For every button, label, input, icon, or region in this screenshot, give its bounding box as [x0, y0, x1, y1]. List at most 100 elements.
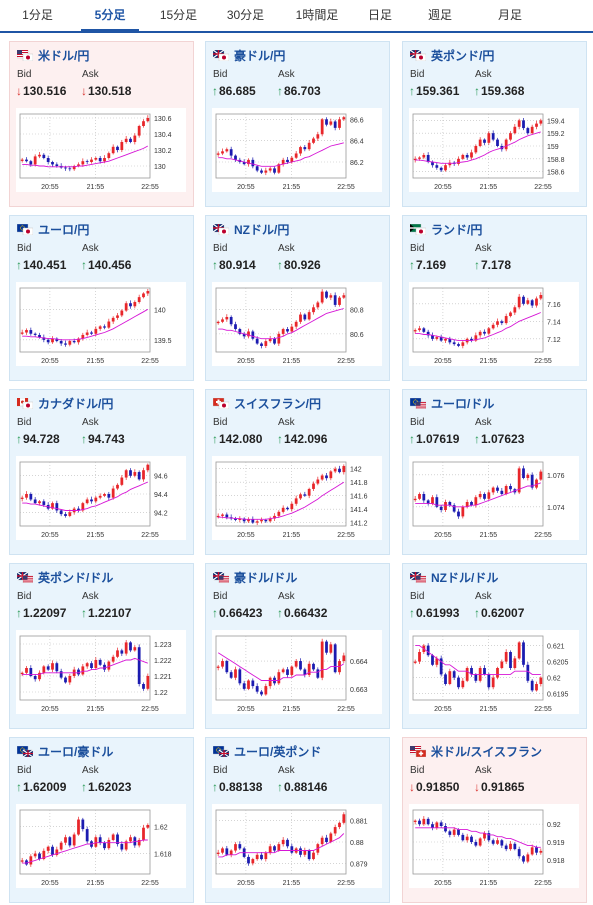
pair-name[interactable]: NZドル/円: [234, 223, 290, 237]
moving-average-line: [22, 839, 148, 864]
candle: [470, 149, 473, 160]
plot-area: [19, 809, 151, 875]
pair-name[interactable]: 豪ドル/ドル: [234, 571, 298, 585]
pair-name[interactable]: ランド/円: [431, 223, 483, 237]
candlestick-chart[interactable]: 80.8 80.6 20:55 21:55 22:55: [212, 282, 382, 366]
pair-name[interactable]: カナダドル/円: [38, 397, 114, 411]
pair-name[interactable]: 米ドル/円: [38, 49, 90, 63]
moving-average-line: [22, 481, 148, 511]
candle: [342, 292, 346, 299]
candle: [517, 293, 521, 310]
candlestick-chart[interactable]: 1.62 1.618 20:55 21:55 22:55: [16, 804, 186, 888]
pair-name[interactable]: NZドル/ドル: [431, 571, 499, 585]
rate-card[interactable]: ランド/円 Bid Ask ↑7.169 ↑7.178 7.16 7.14 7.12 20:55…: [402, 215, 587, 381]
ask-price: ↓0.91865: [474, 780, 524, 794]
candlestick-chart[interactable]: 0.92 0.919 0.918 20:55 21:55 22:55: [409, 804, 579, 888]
rate-card[interactable]: 豪ドル/ドル Bid Ask ↑0.66423 ↑0.66432 0.664 0.663 20…: [205, 563, 390, 729]
pair-name[interactable]: ユーロ/ドル: [431, 397, 495, 411]
moving-average-line: [415, 312, 541, 342]
plot-area: [215, 113, 347, 179]
us-jp-flag-icon: [17, 50, 33, 61]
rate-card[interactable]: 英ポンド/円 Bid Ask ↑159.361 ↑159.368 159.4 159.2 15…: [402, 41, 587, 207]
candle: [129, 137, 132, 144]
tab-4[interactable]: 1時間足: [295, 8, 339, 22]
candle: [290, 501, 294, 512]
tab-3[interactable]: 30分足: [226, 8, 265, 22]
candle: [77, 667, 80, 677]
rate-card[interactable]: 英ポンド/ドル Bid Ask ↑1.22097 ↑1.22107 1.223 1.222 1…: [9, 563, 194, 729]
rate-card[interactable]: スイスフラン/円 Bid Ask ↑142.080 ↑142.096 142 141.8 14…: [205, 389, 390, 555]
rate-card[interactable]: カナダドル/円 Bid Ask ↑94.728 ↑94.743 94.6 94.4 94.2 2…: [9, 389, 194, 555]
tab-6[interactable]: 週足: [427, 8, 452, 22]
candle: [307, 139, 311, 151]
candlestick-chart[interactable]: 0.881 0.88 0.879 20:55 21:55 22:55: [212, 804, 382, 888]
candle: [307, 661, 311, 678]
ask-label: Ask: [475, 591, 492, 602]
candlestick-chart[interactable]: 1.076 1.074 20:55 21:55 22:55: [409, 456, 579, 540]
rate-card[interactable]: NZドル/ドル Bid Ask ↑0.61993 ↑0.62007 0.621 0.6205…: [402, 563, 587, 729]
rate-card[interactable]: 米ドル/スイスフラン Bid Ask ↓0.91850 ↓0.91865 0.92 0.91…: [402, 737, 587, 903]
candle: [329, 293, 333, 301]
ask-price: ↑1.07623: [474, 432, 524, 446]
candle: [137, 124, 141, 138]
candle: [116, 647, 119, 659]
rate-card[interactable]: ユーロ/豪ドル Bid Ask ↑1.62009 ↑1.62023 1.62 1.618 20…: [9, 737, 194, 903]
y-tick-label: 1.22: [154, 690, 168, 697]
candle: [20, 157, 24, 163]
pair-name[interactable]: ユーロ/豪ドル: [38, 745, 114, 759]
candlestick-chart[interactable]: 142 141.8 141.6 141.4 141.2 20:55 21:55 22:55: [212, 456, 382, 540]
candle: [85, 661, 89, 669]
ask-value: 1.62023: [88, 780, 132, 794]
rate-card[interactable]: NZドル/円 Bid Ask ↑80.914 ↑80.926 80.8 80.6 20:55 2…: [205, 215, 390, 381]
tab-7[interactable]: 月足: [497, 8, 522, 22]
candle: [255, 519, 259, 526]
candle: [146, 463, 150, 473]
pair-name[interactable]: 英ポンド/ドル: [38, 571, 114, 585]
candle: [46, 664, 50, 671]
ask-price: ↓130.518: [81, 84, 131, 98]
rate-card[interactable]: ユーロ/ドル Bid Ask ↑1.07619 ↑1.07623 1.076 1.074 20…: [402, 389, 587, 555]
pair-name[interactable]: ユーロ/円: [38, 223, 90, 237]
candle: [470, 665, 473, 677]
tab-5[interactable]: 日足: [367, 8, 392, 22]
pair-name[interactable]: スイスフラン/円: [234, 397, 321, 411]
candlestick-chart[interactable]: 0.664 0.663 20:55 21:55 22:55: [212, 630, 382, 714]
candle: [55, 337, 59, 343]
candle: [238, 516, 242, 523]
tab-0[interactable]: 1分足: [22, 8, 53, 22]
candlestick-chart[interactable]: 94.6 94.4 94.2 20:55 21:55 22:55: [16, 456, 186, 540]
candle: [303, 313, 307, 322]
pair-name[interactable]: ユーロ/英ポンド: [234, 745, 322, 759]
rate-card[interactable]: ユーロ/円 Bid Ask ↑140.451 ↑140.456 140 139.5 20:55…: [9, 215, 194, 381]
candle: [500, 838, 504, 848]
candlestick-chart[interactable]: 86.6 86.4 86.2 20:55 21:55 22:55: [212, 108, 382, 192]
pair-name[interactable]: 英ポンド/円: [431, 49, 495, 63]
rate-card[interactable]: 豪ドル/円 Bid Ask ↑86.685 ↑86.703 86.6 86.4 86.2 20:…: [205, 41, 390, 207]
candle: [59, 509, 63, 517]
rate-card[interactable]: ユーロ/英ポンド Bid Ask ↑0.88138 ↑0.88146 0.881 0.88 0…: [205, 737, 390, 903]
candlestick-chart[interactable]: 0.621 0.6205 0.62 0.6195 20:55 21:55 22:55: [409, 630, 579, 714]
tab-2[interactable]: 15分足: [159, 8, 198, 22]
candle: [225, 147, 229, 153]
candlestick-chart[interactable]: 140 139.5 20:55 21:55 22:55: [16, 282, 186, 366]
candlestick-chart[interactable]: 7.16 7.14 7.12 20:55 21:55 22:55: [409, 282, 579, 366]
candle: [111, 485, 115, 500]
rate-card[interactable]: 米ドル/円 Bid Ask ↓130.516 ↓130.518 130.6 130.4 130…: [9, 41, 194, 207]
candlestick-chart[interactable]: 159.4 159.2 159 158.8 158.6 20:55 21:55 22:55: [409, 108, 579, 192]
candle: [46, 155, 50, 165]
candle: [496, 837, 499, 846]
candlestick-chart[interactable]: 1.223 1.222 1.221 1.22 20:55 21:55 22:55: [16, 630, 186, 714]
arrow-up-icon: ↑: [474, 606, 480, 620]
candlestick-chart[interactable]: 130.6 130.4 130.2 130 20:55 21:55 22:55: [16, 108, 186, 192]
bid-label: Bid: [17, 243, 32, 254]
candle: [255, 683, 259, 694]
tab-1[interactable]: 5分足: [75, 0, 145, 33]
candle: [439, 820, 443, 828]
candle: [238, 667, 242, 686]
pair-name[interactable]: 米ドル/スイスフラン: [431, 745, 542, 759]
pair-name[interactable]: 豪ドル/円: [234, 49, 286, 63]
y-tick-label: 159.4: [547, 118, 565, 125]
x-tick-label: 21:55: [283, 358, 301, 365]
y-tick-label: 1.223: [154, 642, 172, 649]
candle: [137, 644, 141, 687]
